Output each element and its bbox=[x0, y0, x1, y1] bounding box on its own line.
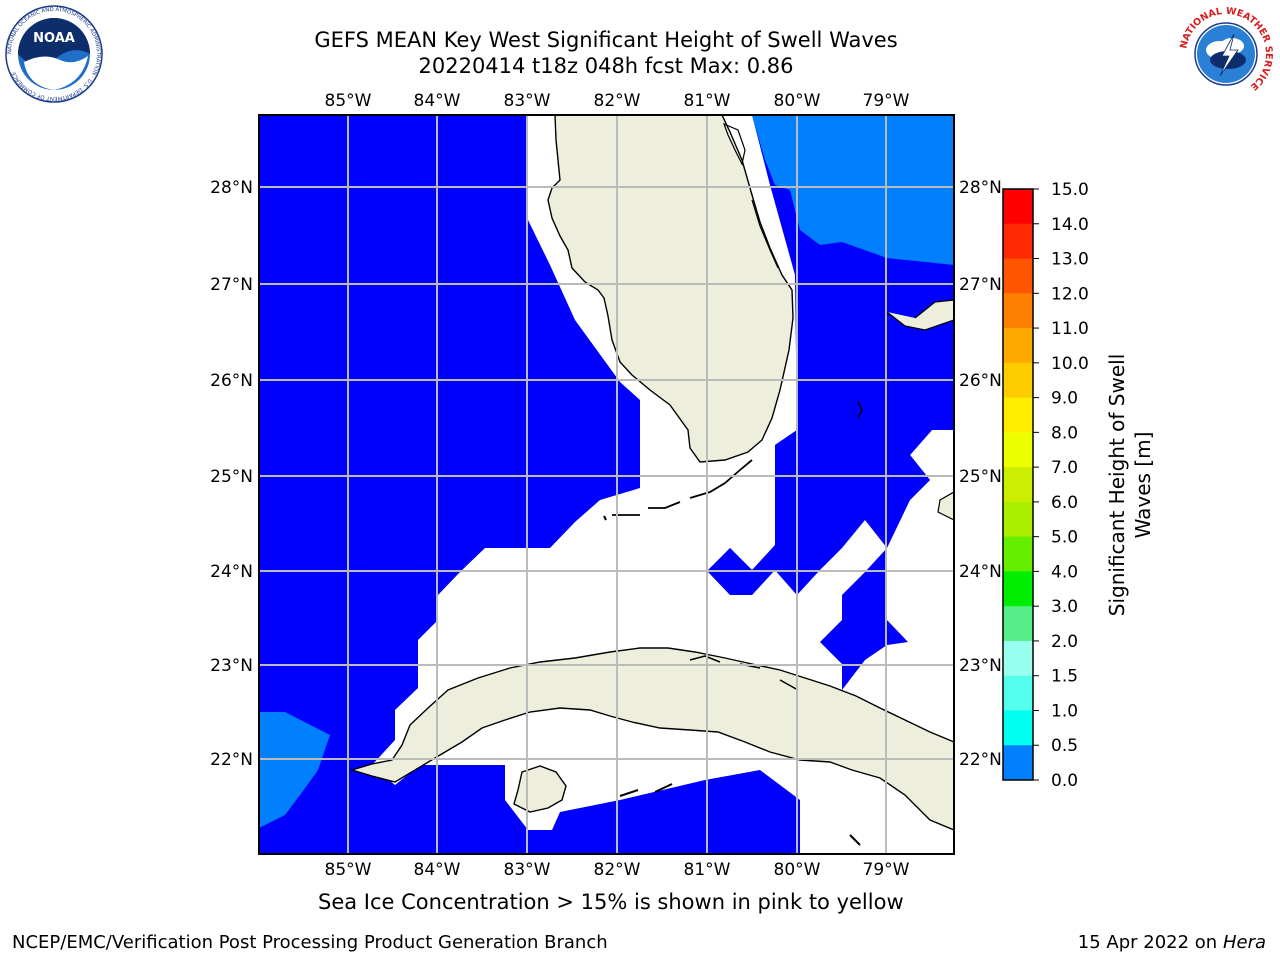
lat-label: 26°N bbox=[959, 371, 1002, 391]
lon-label: 80°W bbox=[774, 860, 821, 880]
lat-label: 23°N bbox=[210, 656, 253, 676]
lon-labels-bottom: 85°W 84°W 83°W 82°W 81°W 80°W 79°W bbox=[325, 860, 910, 880]
colorbar-segment bbox=[1003, 189, 1033, 225]
colorbar-segment bbox=[1003, 467, 1033, 503]
colorbar-tick-label: 7.0 bbox=[1051, 458, 1078, 478]
colorbar-label: Significant Height of Swell Waves [m] bbox=[1105, 354, 1155, 616]
lat-label: 25°N bbox=[210, 467, 253, 487]
lon-label: 82°W bbox=[594, 91, 641, 111]
colorbar-segment bbox=[1003, 571, 1033, 607]
colorbar-segment bbox=[1003, 223, 1033, 260]
lon-label: 81°W bbox=[684, 860, 731, 880]
lat-label: 26°N bbox=[210, 371, 253, 391]
footer-host: Hera bbox=[1222, 932, 1266, 953]
lon-label: 81°W bbox=[684, 91, 731, 111]
colorbar-segment bbox=[1003, 362, 1033, 399]
ocean-swell-0.5-1.0-atlantic bbox=[752, 115, 954, 265]
lat-label: 22°N bbox=[959, 750, 1002, 770]
lon-labels-top: 85°W 84°W 83°W 82°W 81°W 80°W 79°W bbox=[325, 91, 910, 111]
colorbar-tick-label: 1.5 bbox=[1051, 667, 1078, 687]
lat-label: 28°N bbox=[210, 178, 253, 198]
lon-label: 82°W bbox=[594, 860, 641, 880]
colorbar-tick-label: 12.0 bbox=[1051, 284, 1089, 304]
ocean-pocket-gulf-stream bbox=[775, 430, 797, 595]
colorbar-tick-label: 10.0 bbox=[1051, 354, 1089, 374]
colorbar-tick-label: 1.0 bbox=[1051, 701, 1078, 721]
ocean-pocket-east bbox=[797, 265, 954, 572]
lon-label: 84°W bbox=[414, 91, 461, 111]
colorbar-frame bbox=[1002, 188, 1034, 781]
colorbar-segment bbox=[1003, 501, 1033, 538]
colorbar-tick-label: 14.0 bbox=[1051, 215, 1089, 235]
colorbar-segment bbox=[1003, 745, 1033, 781]
land-cuba bbox=[349, 647, 954, 831]
colorbar-tick-label: 0.5 bbox=[1051, 736, 1078, 756]
colorbar-tick-label: 3.0 bbox=[1051, 597, 1078, 617]
lon-label: 83°W bbox=[504, 91, 551, 111]
land-florida bbox=[547, 115, 794, 463]
lon-label: 85°W bbox=[325, 860, 372, 880]
lon-label: 79°W bbox=[863, 91, 910, 111]
map-subtitle: 20220414 t18z 048h fcst Max: 0.86 bbox=[418, 54, 794, 78]
footer-date-text: 15 Apr 2022 on bbox=[1077, 932, 1223, 953]
lon-label: 84°W bbox=[414, 860, 461, 880]
map-title: GEFS MEAN Key West Significant Height of… bbox=[314, 28, 898, 52]
map-grid bbox=[259, 115, 954, 854]
noaa-logo: NATIONAL OCEANIC AND ATMOSPHERIC ADMINIS… bbox=[5, 5, 103, 103]
lat-label: 27°N bbox=[210, 275, 253, 295]
lon-label: 83°W bbox=[504, 860, 551, 880]
colorbar-tick-label: 15.0 bbox=[1051, 180, 1089, 200]
colorbar-tick-label: 5.0 bbox=[1051, 528, 1078, 548]
colorbar-tick-label: 13.0 bbox=[1051, 250, 1089, 270]
lon-label: 79°W bbox=[863, 860, 910, 880]
colorbar-segment bbox=[1003, 675, 1033, 711]
lat-label: 28°N bbox=[959, 178, 1002, 198]
lon-label: 80°W bbox=[774, 91, 821, 111]
lat-label: 24°N bbox=[210, 562, 253, 582]
lat-labels-right: 28°N 27°N 26°N 25°N 24°N 23°N 22°N bbox=[959, 178, 1002, 770]
colorbar-segment bbox=[1003, 328, 1033, 364]
sea-ice-caption: Sea Ice Concentration > 15% is shown in … bbox=[318, 890, 904, 914]
colorbar-segment bbox=[1003, 606, 1033, 642]
lat-labels-left: 28°N 27°N 26°N 25°N 24°N 23°N 22°N bbox=[210, 178, 253, 770]
colorbar-segment bbox=[1003, 640, 1033, 677]
colorbar-tick-label: 6.0 bbox=[1051, 493, 1078, 513]
colorbar-segment bbox=[1003, 397, 1033, 433]
colorbar-tick-label: 8.0 bbox=[1051, 423, 1078, 443]
nws-logo: NATIONAL WEATHER SERVICE bbox=[1178, 6, 1274, 102]
footer-credit: NCEP/EMC/Verification Post Processing Pr… bbox=[12, 932, 608, 953]
noaa-logo-text: NOAA bbox=[33, 31, 75, 46]
colorbar-tick-label: 11.0 bbox=[1051, 319, 1089, 339]
lon-label: 85°W bbox=[325, 91, 372, 111]
map-plot-area bbox=[259, 115, 954, 854]
ocean-swell-0.5-1.0-caribbean bbox=[259, 712, 330, 828]
colorbar bbox=[1002, 188, 1034, 781]
colorbar-ticks: 15.0 14.0 13.0 12.0 11.0 10.0 9.0 8.0 7.0 6.0 5.0 4… bbox=[1033, 180, 1089, 791]
colorbar-label-line1: Significant Height of Swell bbox=[1105, 354, 1129, 616]
colorbar-segment bbox=[1003, 432, 1033, 468]
colorbar-segment bbox=[1003, 293, 1033, 329]
colorbar-tick-label: 0.0 bbox=[1051, 771, 1078, 791]
lat-label: 27°N bbox=[959, 275, 1002, 295]
colorbar-tick-label: 9.0 bbox=[1051, 389, 1078, 409]
lat-label: 23°N bbox=[959, 656, 1002, 676]
footer-date: 15 Apr 2022 on Hera bbox=[1078, 932, 1266, 953]
colorbar-tick-label: 2.0 bbox=[1051, 632, 1078, 652]
colorbar-tick-label: 4.0 bbox=[1051, 562, 1078, 582]
lat-label: 24°N bbox=[959, 562, 1002, 582]
colorbar-label-line2: Waves [m] bbox=[1131, 432, 1155, 539]
lat-label: 22°N bbox=[210, 750, 253, 770]
lat-label: 25°N bbox=[959, 467, 1002, 487]
colorbar-segment bbox=[1003, 258, 1033, 294]
colorbar-segment bbox=[1003, 536, 1033, 572]
map-frame bbox=[258, 114, 955, 855]
colorbar-segment bbox=[1003, 710, 1033, 746]
